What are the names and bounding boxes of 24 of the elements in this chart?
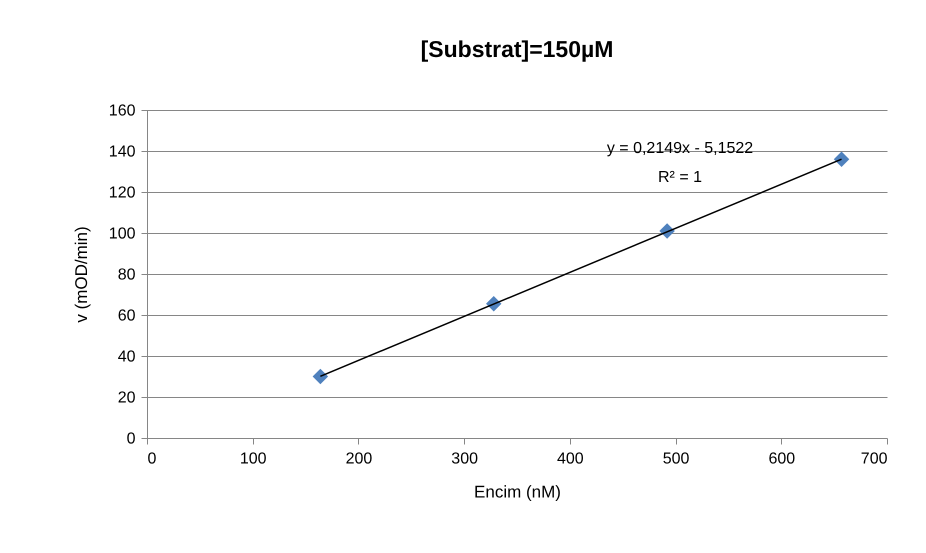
y-tick-label: 0 [126, 430, 136, 448]
x-tick-label: 0 [148, 450, 156, 468]
annotation: y = 0,2149x - 5,1522 [606, 140, 754, 157]
x-tick-label: 300 [451, 450, 478, 468]
chart-title: [Substrat]=150µM [420, 36, 614, 62]
y-tick-label: 20 [118, 390, 136, 406]
annotation: R² = 1 [658, 169, 702, 186]
y-tick-label: 120 [108, 184, 136, 202]
x-axis-title: Encim (nM) [474, 482, 561, 502]
point [834, 152, 849, 167]
x-tick-label: 600 [768, 450, 796, 468]
y-axis-title: v (mOD/min) [72, 226, 91, 323]
y-tick-label: 40 [118, 348, 136, 366]
x-tick-label: 200 [346, 450, 372, 468]
y-tick-label: 160 [108, 102, 136, 120]
x-tick-label: 400 [557, 450, 584, 468]
x-tick-label: 100 [240, 450, 267, 468]
y-tick-label: 60 [118, 308, 136, 324]
x-tick-label: 500 [662, 450, 690, 468]
y-tick-label: 140 [108, 144, 136, 160]
point [313, 369, 328, 384]
x-tick-label: 700 [860, 450, 888, 468]
y-tick-label: 80 [118, 266, 136, 284]
y-tick-label: 100 [108, 226, 136, 242]
